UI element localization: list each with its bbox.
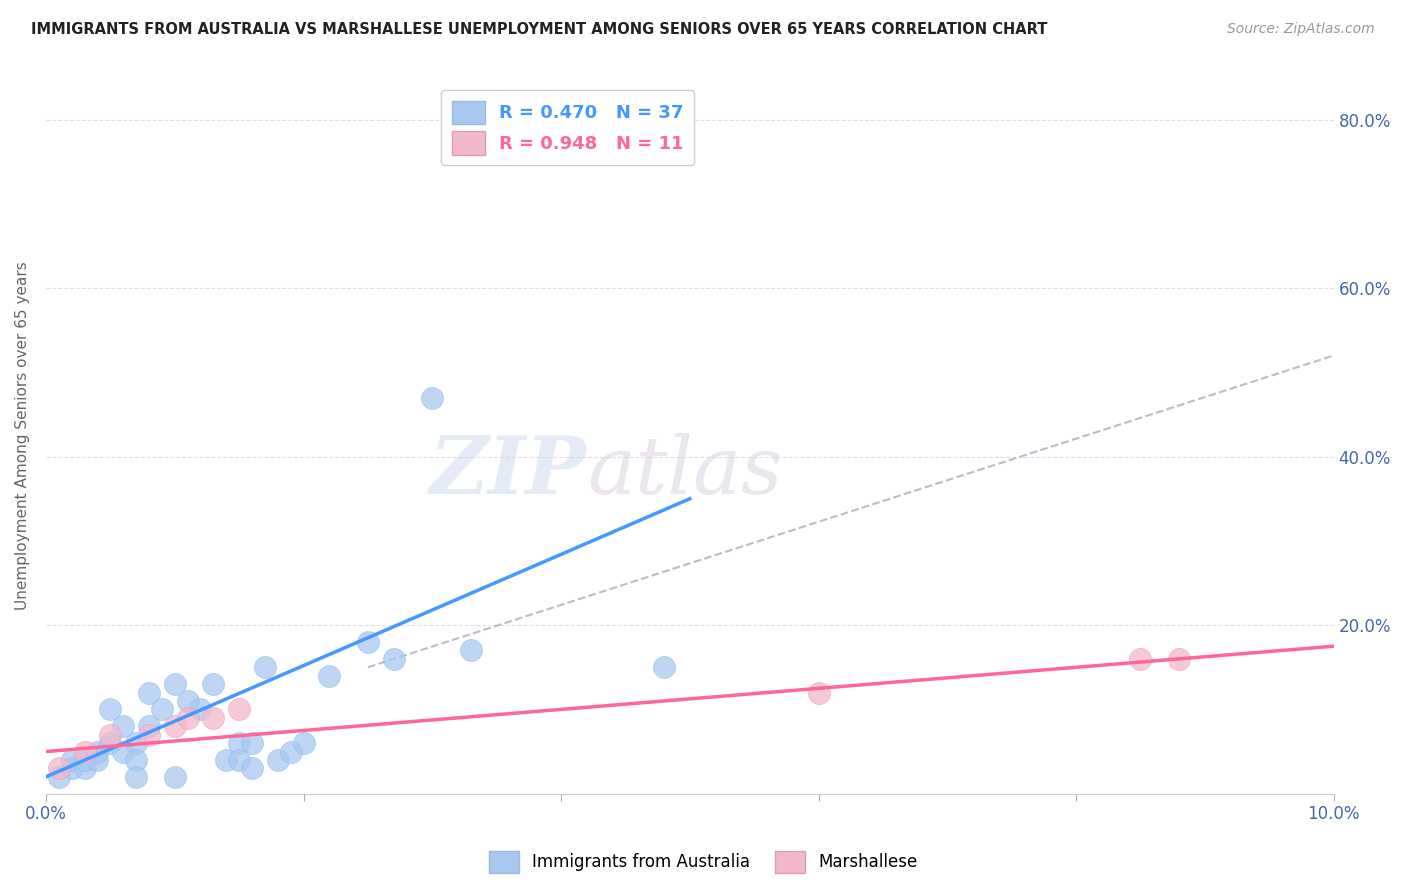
Point: [190, 702, 212, 716]
Point: [150, 702, 173, 716]
Point: [357, 635, 380, 649]
Point: [1129, 652, 1152, 666]
Point: [73, 753, 96, 767]
Point: [228, 753, 250, 767]
Point: [163, 719, 186, 733]
Point: [86, 745, 108, 759]
Point: [48, 761, 70, 775]
Point: [138, 728, 160, 742]
Point: [176, 711, 198, 725]
Point: [267, 753, 290, 767]
Point: [112, 745, 135, 759]
Point: [98, 728, 121, 742]
Point: [176, 694, 198, 708]
Point: [1168, 652, 1191, 666]
Y-axis label: Unemployment Among Seniors over 65 years: Unemployment Among Seniors over 65 years: [15, 261, 30, 610]
Point: [60, 761, 83, 775]
Point: [202, 677, 225, 691]
Text: atlas: atlas: [586, 433, 782, 510]
Point: [86, 753, 108, 767]
Legend: R = 0.470   N = 37, R = 0.948   N = 11: R = 0.470 N = 37, R = 0.948 N = 11: [441, 90, 695, 165]
Point: [460, 643, 482, 657]
Point: [138, 685, 160, 699]
Text: Source: ZipAtlas.com: Source: ZipAtlas.com: [1227, 22, 1375, 37]
Point: [382, 652, 405, 666]
Point: [240, 736, 263, 750]
Point: [420, 391, 443, 405]
Point: [163, 677, 186, 691]
Point: [240, 761, 263, 775]
Point: [807, 685, 830, 699]
Point: [318, 669, 340, 683]
Legend: Immigrants from Australia, Marshallese: Immigrants from Australia, Marshallese: [482, 845, 924, 880]
Point: [652, 660, 675, 674]
Point: [125, 753, 148, 767]
Point: [73, 761, 96, 775]
Point: [280, 745, 302, 759]
Point: [125, 736, 148, 750]
Point: [292, 736, 315, 750]
Point: [60, 753, 83, 767]
Point: [202, 711, 225, 725]
Text: ZIP: ZIP: [430, 433, 586, 510]
Point: [48, 770, 70, 784]
Point: [253, 660, 276, 674]
Point: [138, 719, 160, 733]
Point: [98, 702, 121, 716]
Point: [73, 745, 96, 759]
Point: [228, 702, 250, 716]
Point: [163, 770, 186, 784]
Point: [228, 736, 250, 750]
Point: [215, 753, 238, 767]
Point: [98, 736, 121, 750]
Point: [125, 770, 148, 784]
Point: [112, 719, 135, 733]
Text: IMMIGRANTS FROM AUSTRALIA VS MARSHALLESE UNEMPLOYMENT AMONG SENIORS OVER 65 YEAR: IMMIGRANTS FROM AUSTRALIA VS MARSHALLESE…: [31, 22, 1047, 37]
